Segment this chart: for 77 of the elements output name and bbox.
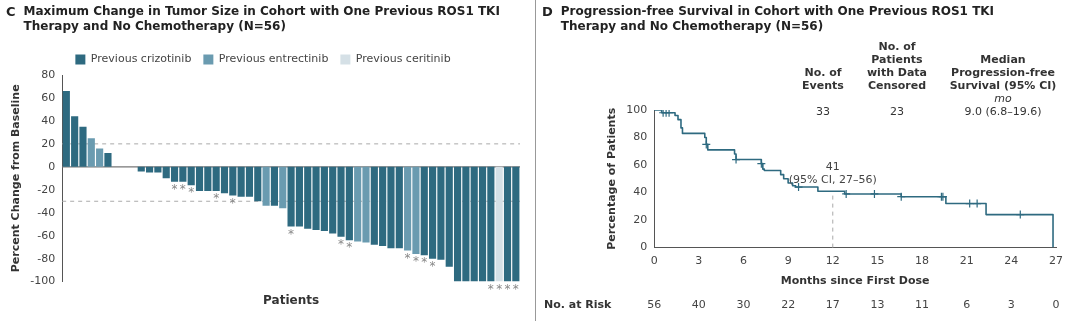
data-label: *	[421, 255, 428, 270]
x-tick-label: 18	[915, 254, 930, 268]
chart-title: Progression-free Survival in Cohort with One Previous ROS1 TKI Therapy and No Chemotherapy (N=56)	[560, 4, 996, 35]
y-tick-label: 60	[41, 90, 56, 104]
text: 40	[691, 298, 706, 312]
data-label: *	[179, 181, 186, 196]
y-tick-label: 80	[633, 130, 648, 144]
x-tick-label: 12	[825, 254, 840, 268]
bar	[262, 166, 270, 206]
y-tick-label: 0	[640, 240, 648, 254]
data-label: *	[346, 240, 353, 255]
text: Median Progression-free Survival (95% CI)	[948, 53, 1058, 92]
data-label: *	[404, 250, 411, 265]
annotation: 33	[815, 105, 831, 118]
y-tick-label: -60	[37, 228, 56, 242]
y-tick-label: 80	[41, 67, 56, 81]
x-tick-label: 24	[1004, 254, 1019, 268]
data-label: *	[487, 281, 494, 296]
x-axis-title: Months since First Dose	[780, 274, 930, 288]
legend-label: Previous crizotinib	[90, 52, 192, 66]
data-label: *	[504, 281, 511, 296]
text: 30	[736, 298, 751, 312]
bar	[495, 166, 503, 282]
y-tick-label: -100	[30, 274, 56, 288]
y-axis-title: Percentage of Patients	[605, 107, 619, 250]
text: 11	[915, 298, 930, 312]
data-label: *	[229, 195, 236, 210]
annotation: 41 (95% CI, 27–56)	[788, 159, 877, 186]
text: 13	[870, 298, 885, 312]
data-label: *	[338, 236, 345, 251]
y-axis-title: Percent Change from Baseline	[9, 84, 23, 273]
data-label: *	[412, 254, 419, 269]
text: D	[542, 4, 553, 21]
x-tick-label: 3	[695, 254, 703, 268]
text: No. of Patients with Data Censored	[865, 40, 929, 92]
annotation: 9.0 (6.8–19.6)	[963, 105, 1043, 118]
x-axis-title: Patients	[263, 292, 320, 307]
text: 6	[963, 298, 971, 312]
text: 17	[825, 298, 840, 312]
y-tick-label: 20	[633, 212, 648, 226]
y-tick-label: 40	[633, 185, 648, 199]
bar	[270, 166, 279, 206]
text: 0	[1052, 298, 1060, 312]
legend-label: Previous ceritinib	[355, 52, 451, 66]
text: 3	[1007, 298, 1015, 312]
y-tick-label: 60	[633, 157, 648, 171]
text: mo	[993, 92, 1013, 105]
data-label: *	[496, 281, 503, 296]
x-tick-label: 15	[870, 254, 885, 268]
y-tick-label: -80	[37, 251, 56, 265]
y-tick-label: 100	[626, 102, 648, 116]
data-label: *	[512, 281, 519, 296]
annotation: 23	[889, 105, 905, 118]
y-tick-label: 0	[48, 159, 56, 173]
data-label: *	[171, 181, 178, 196]
text: No. at Risk	[544, 298, 613, 312]
text: 56	[647, 298, 662, 312]
text: C	[6, 4, 16, 21]
x-tick-label: 9	[784, 254, 792, 268]
chart-title: Maximum Change in Tumor Size in Cohort with One Previous ROS1 TKI Therapy and No Chemotherapy (N=56)	[23, 4, 501, 35]
x-tick-label: 0	[650, 254, 658, 268]
data-label: *	[188, 185, 195, 200]
y-tick-label: 20	[41, 136, 56, 150]
text: No. of Events	[801, 66, 845, 92]
data-label: *	[213, 191, 220, 206]
x-tick-label: 21	[959, 254, 974, 268]
data-label: *	[288, 226, 295, 241]
x-tick-label: 27	[1049, 254, 1063, 268]
y-tick-label: -20	[37, 182, 56, 196]
bar	[279, 166, 287, 209]
legend-label: Previous entrectinib	[218, 52, 329, 66]
y-tick-label: 40	[41, 113, 56, 127]
text: 22	[781, 298, 796, 312]
bar	[104, 153, 112, 167]
x-tick-label: 6	[739, 254, 747, 268]
data-label: *	[429, 258, 436, 273]
y-tick-label: -40	[37, 205, 56, 219]
